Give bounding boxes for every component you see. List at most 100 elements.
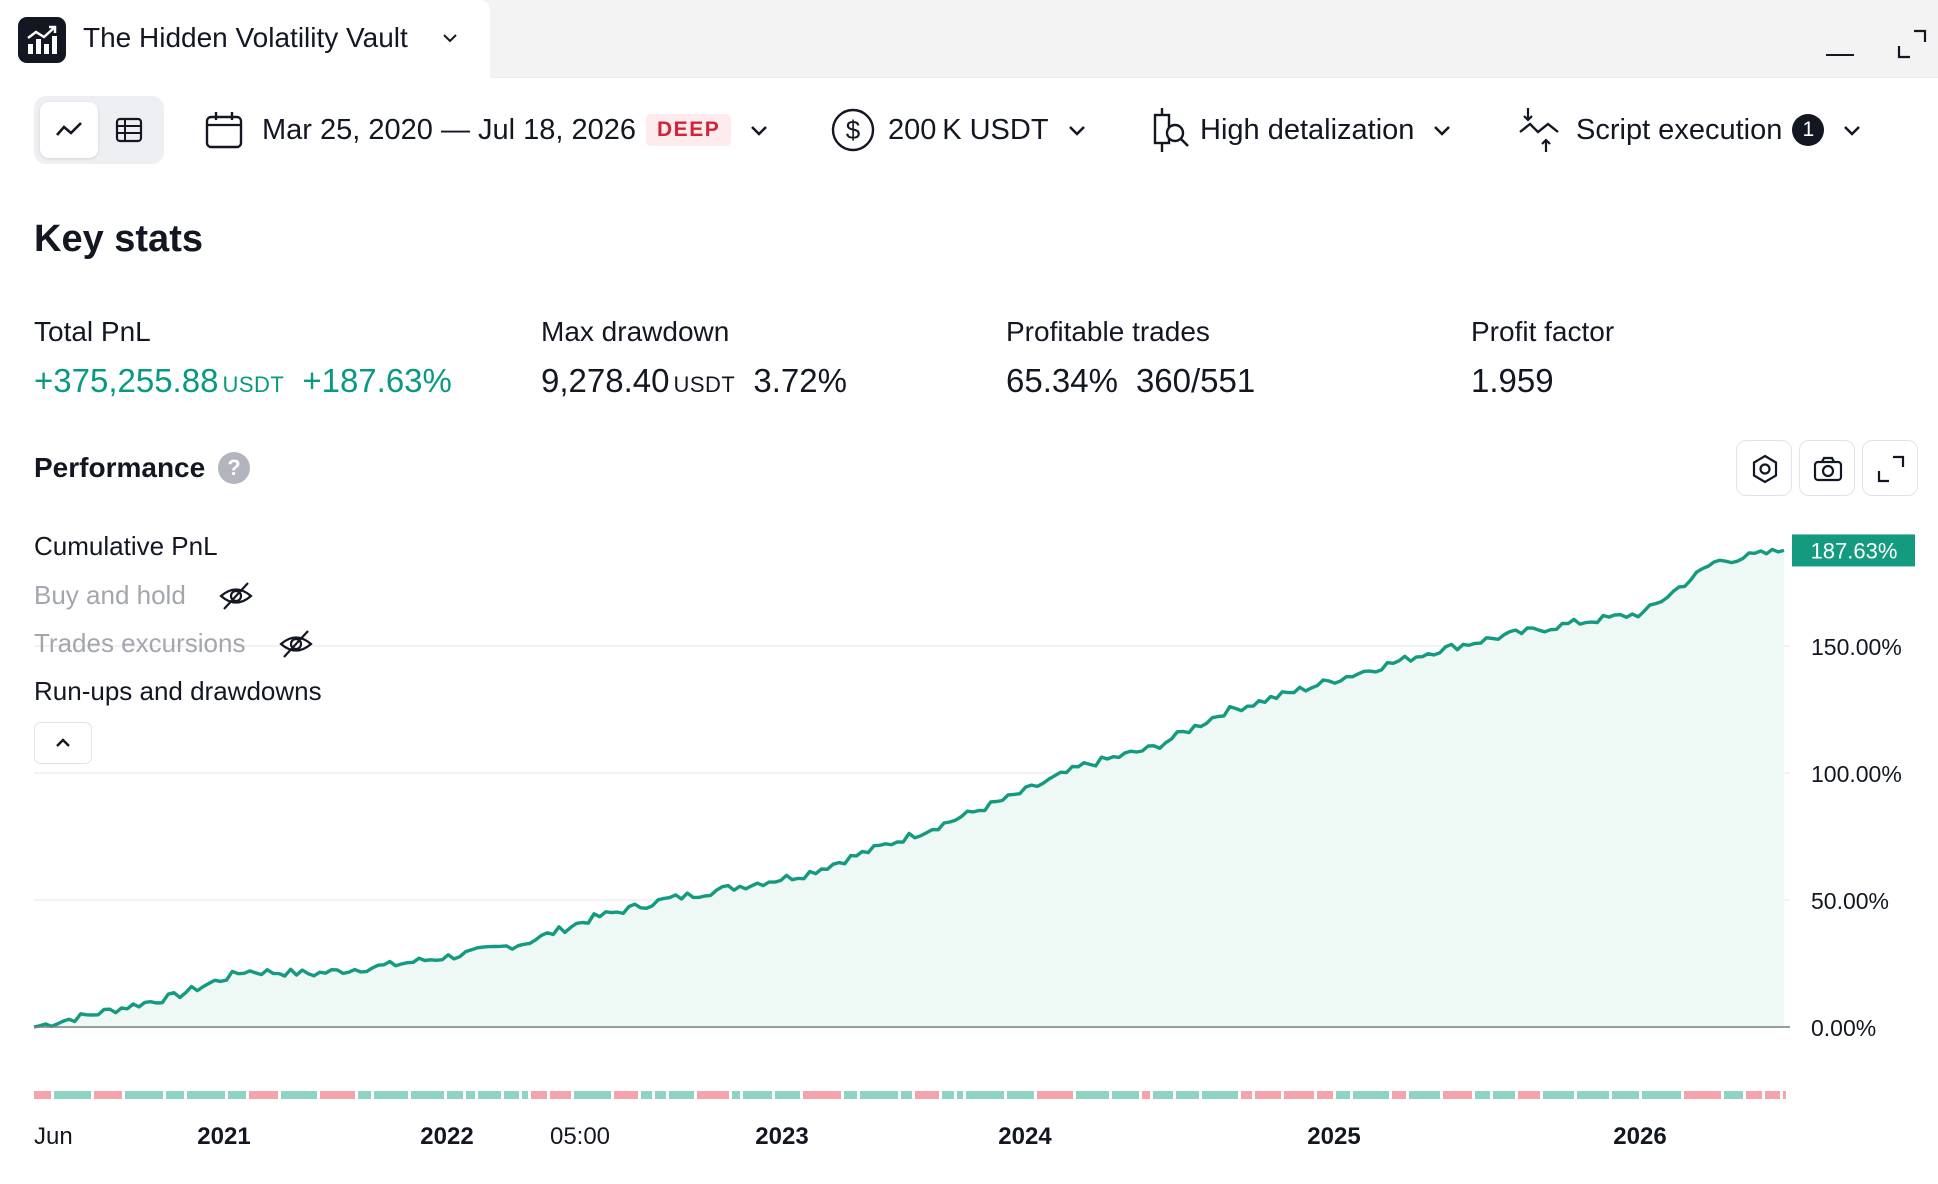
detalization-selector[interactable]: High detalization	[1150, 104, 1454, 156]
collapse-legend-button[interactable]	[34, 722, 92, 764]
drawdown-segment	[1392, 1091, 1406, 1099]
script-execution-selector[interactable]: Script execution 1	[1518, 104, 1864, 156]
stat-label: Profit factor	[1471, 316, 1615, 347]
stat-label: Max drawdown	[541, 316, 730, 347]
runup-segment	[466, 1091, 475, 1099]
stat-unit: USDT	[673, 372, 736, 397]
drawdown-segment	[34, 1091, 51, 1099]
runup-segment	[655, 1091, 666, 1099]
runup-segment	[125, 1091, 163, 1099]
date-range-selector[interactable]: Mar 25, 2020 — Jul 18, 2026 DEEP	[204, 104, 771, 156]
runup-segment	[1543, 1091, 1574, 1099]
runup-segment	[844, 1091, 857, 1099]
stat-profitable-trades: Profitable trades 65.34% 360/551	[1006, 316, 1255, 400]
drawdown-segment	[1765, 1091, 1780, 1099]
drawdown-segment	[1284, 1091, 1314, 1099]
x-tick-label: 2026	[1613, 1123, 1666, 1150]
x-tick-label: 05:00	[550, 1123, 610, 1150]
drawdown-segment	[1443, 1091, 1472, 1099]
x-tick-label: Jun	[34, 1123, 73, 1150]
script-count-badge: 1	[1792, 114, 1825, 146]
runup-segment	[775, 1091, 800, 1099]
chevron-down-icon	[1434, 126, 1451, 136]
last-value-badge: 187.63%	[1792, 534, 1915, 567]
chevron-down-icon	[1844, 126, 1861, 136]
stat-value: 1.959	[1471, 362, 1554, 399]
view-toggle	[34, 96, 164, 164]
eye-off-icon[interactable]	[278, 628, 314, 660]
stat-ratio: 360/551	[1135, 362, 1256, 399]
runup-segment	[187, 1091, 225, 1099]
y-tick-label: 50.00%	[1811, 888, 1889, 914]
runup-segment	[1076, 1091, 1109, 1099]
runup-segment	[942, 1091, 954, 1099]
calendar-icon	[205, 112, 243, 149]
y-tick-label: 0.00%	[1811, 1015, 1876, 1041]
eye-off-icon[interactable]	[218, 580, 254, 612]
table-view-button[interactable]	[100, 102, 158, 158]
runup-segment	[743, 1091, 772, 1099]
y-axis: 0.00% 50.00% 100.00% 150.00%	[1811, 634, 1902, 1041]
runup-segment	[1642, 1091, 1681, 1099]
runup-segment	[966, 1091, 1004, 1099]
key-stats-heading: Key stats	[34, 218, 203, 260]
capital-text: 200 K USDT	[888, 113, 1049, 146]
chevron-down-icon	[751, 126, 768, 136]
candle-search-icon	[1153, 108, 1189, 152]
minimize-icon[interactable]	[1826, 40, 1856, 56]
runup-segment	[669, 1091, 694, 1099]
legend-trades-excursions[interactable]: Trades excursions	[34, 628, 246, 658]
runup-segment	[1112, 1091, 1139, 1099]
runup-segment	[1475, 1091, 1490, 1099]
script-execution-text: Script execution	[1576, 113, 1783, 146]
x-tick-label: 2025	[1307, 1123, 1360, 1150]
legend-buy-and-hold[interactable]: Buy and hold	[34, 580, 186, 610]
x-tick-label: 2024	[998, 1123, 1052, 1150]
window-tab[interactable]: The Hidden Volatility Vault	[0, 0, 490, 78]
runup-segment	[166, 1091, 184, 1099]
runup-segment	[281, 1091, 317, 1099]
runup-segment	[522, 1091, 528, 1099]
runup-segment	[901, 1091, 912, 1099]
maximize-icon[interactable]	[1896, 28, 1928, 65]
runup-segment	[1153, 1091, 1173, 1099]
drawdown-segment	[1746, 1091, 1762, 1099]
runups-drawdowns-bar	[34, 1091, 1786, 1099]
runup-segment	[374, 1091, 408, 1099]
runup-segment	[411, 1091, 444, 1099]
dollar-circle-icon: $	[831, 108, 875, 152]
runup-segment	[641, 1091, 652, 1099]
table-icon	[115, 117, 143, 143]
fullscreen-button[interactable]	[1862, 440, 1918, 496]
drawdown-segment	[1255, 1091, 1281, 1099]
expand-icon	[1877, 455, 1905, 483]
chart-view-button[interactable]	[40, 102, 98, 158]
settings-hexagon-icon	[1752, 454, 1778, 484]
runup-segment	[1007, 1091, 1034, 1099]
legend-runups-drawdowns[interactable]: Run-ups and drawdowns	[34, 676, 322, 706]
line-chart-icon	[56, 122, 82, 136]
x-tick-label: 2021	[197, 1123, 250, 1150]
x-axis: Jun 2021 2022 05:00 2023 2024 2025 2026	[34, 1123, 1667, 1150]
stat-total-pnl: Total PnL +375,255.88 USDT +187.63%	[34, 316, 452, 400]
help-icon[interactable]: ?	[218, 452, 250, 484]
stat-label: Total PnL	[34, 316, 151, 347]
runup-segment	[504, 1091, 519, 1099]
stat-max-drawdown: Max drawdown 9,278.40 USDT 3.72%	[541, 316, 847, 400]
stat-value: +375,255.88	[34, 362, 219, 399]
screenshot-button[interactable]	[1799, 440, 1855, 496]
runup-segment	[1353, 1091, 1389, 1099]
app-chart-logo-icon	[18, 17, 66, 63]
drawdown-segment	[614, 1091, 638, 1099]
capital-selector[interactable]: $ 200 K USDT	[830, 104, 1089, 156]
cumulative-pnl-area	[34, 549, 1784, 1027]
legend-cumulative-pnl[interactable]: Cumulative PnL	[34, 531, 218, 561]
drawdown-segment	[531, 1091, 547, 1099]
stat-percent: +187.63%	[302, 362, 452, 399]
runup-segment	[478, 1091, 501, 1099]
drawdown-segment	[915, 1091, 939, 1099]
runup-segment	[1493, 1091, 1515, 1099]
drawdown-segment	[1684, 1091, 1721, 1099]
chevron-down-icon[interactable]	[440, 28, 460, 53]
chart-settings-button[interactable]	[1736, 440, 1792, 496]
